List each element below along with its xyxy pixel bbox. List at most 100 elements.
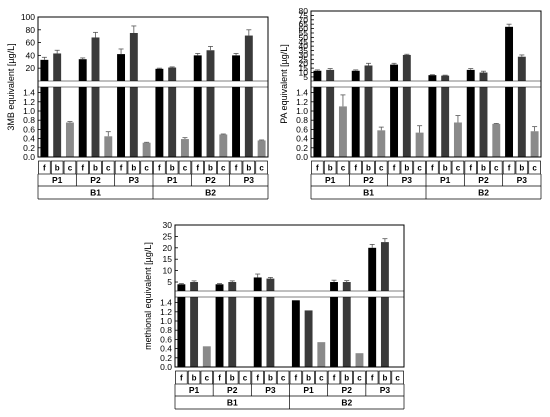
y-tick-label: 1.4 [296,88,308,98]
plot-frame [174,224,405,368]
y-tick-label: 1.2 [160,307,172,317]
bar [65,122,74,157]
fraction-label: b [230,374,235,383]
b-group-label: B1 [227,398,238,408]
bar [338,106,347,157]
fraction-label: b [268,374,273,383]
fraction-label: b [328,164,333,173]
y-tick-label: 20 [26,63,36,73]
fraction-label: b [246,164,251,173]
y-tick-label: 40 [299,41,309,51]
bar [479,72,488,157]
fraction-label: c [494,164,499,173]
y-tick-label: 60 [299,24,309,34]
bar [428,75,437,157]
fraction-cell [217,160,230,175]
bar [117,54,126,157]
fraction-cell [302,370,315,385]
fraction-cell [391,370,404,385]
p-group-label: P1 [325,175,336,185]
bar [368,247,377,367]
axis-break-band [311,81,541,87]
fraction-cell [413,160,426,175]
p-group-label: P1 [440,175,451,185]
bar [313,70,322,157]
y-tick-label: 65 [299,19,309,29]
y-tick-label: 0.4 [160,344,172,354]
bar [193,55,202,157]
b-group-label: B1 [90,188,101,198]
fraction-label: f [196,164,199,173]
bar [355,353,364,367]
chart-panel-3mb: 0.00.20.40.60.81.01.21.4 20 40 60 80 100 3MB e… [6,12,269,200]
fraction-label: f [218,374,221,383]
fraction-label: b [344,374,349,383]
fraction-cell [276,370,290,385]
fraction-label: b [208,164,213,173]
fraction-label: b [170,164,175,173]
fraction-label: b [519,164,524,173]
fraction-label: f [508,164,511,173]
fraction-cell [327,370,341,385]
fraction-label: c [417,164,422,173]
bar [202,346,211,367]
fraction-label: f [256,374,259,383]
fraction-cell [38,160,51,175]
y-tick-label: 80 [299,6,309,16]
axis-break-band [38,81,268,87]
y-tick-label: 0.4 [296,134,308,144]
fraction-cell [464,160,477,175]
bar [377,130,386,157]
bar [266,278,275,367]
y-tick-label: 1.0 [160,316,172,326]
fraction-cell [187,370,201,385]
fraction-label: b [382,374,387,383]
y-tick-label: 25 [163,231,173,241]
b-group-label: B2 [341,398,352,408]
fraction-cell [213,370,226,385]
fraction-cell [175,370,188,385]
fraction-cell [204,160,217,175]
fraction-cell [140,160,153,175]
fraction-label: c [106,164,111,173]
fraction-cell [76,160,89,175]
bar [219,134,228,157]
bar [364,65,373,157]
fraction-cell [349,160,362,175]
fraction-cell [127,160,141,175]
fraction-label: f [393,164,396,173]
plot-frame [310,10,542,158]
bar [304,310,313,367]
fraction-cell [102,160,115,175]
bar [180,139,189,157]
y-tick-label: 80 [26,25,36,35]
fraction-label: f [81,164,84,173]
fraction-label: f [354,164,357,173]
fraction-label: f [120,164,123,173]
y-tick-label: 15 [299,63,309,73]
p-group-label: P1 [189,385,200,395]
fraction-cell [315,370,328,385]
b-group-label: B1 [363,188,374,198]
y-tick-label: 1.0 [23,106,35,116]
fraction-cell [50,160,64,175]
y-tick-label: 15 [163,254,173,264]
y-tick-label: 0.2 [23,143,35,153]
fraction-label: f [431,164,434,173]
y-tick-label: 60 [26,38,36,48]
fraction-label: c [456,164,461,173]
fraction-label: f [295,374,298,383]
fraction-label: f [316,164,319,173]
y-tick-label: 35 [299,46,309,56]
y-tick-label: 55 [299,28,309,38]
y-tick-label: 1.4 [160,298,172,308]
bar [415,132,424,157]
bar [78,59,87,157]
fraction-label: b [443,164,448,173]
bar [190,282,199,367]
y-tick-label: 0.4 [23,134,35,144]
fraction-label: c [205,374,210,383]
bar [530,131,539,157]
p-group-label: P1 [303,385,314,395]
